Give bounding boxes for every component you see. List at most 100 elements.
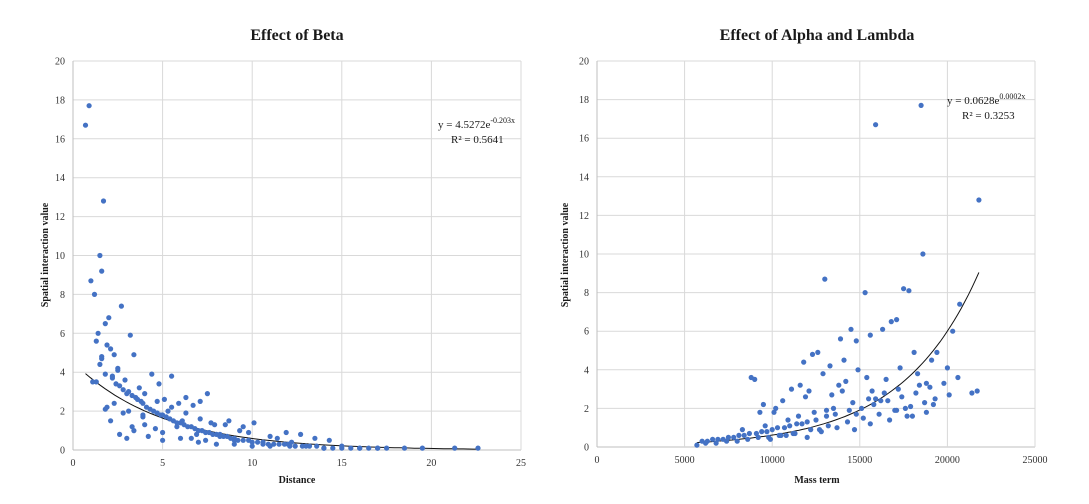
data-point <box>902 405 909 411</box>
data-point <box>739 427 746 433</box>
trendline-equation-exponent: 0.0002x <box>999 92 1025 101</box>
data-point <box>102 371 108 377</box>
y-tick-label: 0 <box>584 443 589 454</box>
y-tick-label: 18 <box>579 95 589 106</box>
data-point <box>929 357 935 363</box>
x-axis-title: Mass term <box>794 475 840 486</box>
data-point <box>210 431 216 437</box>
data-point <box>102 321 108 327</box>
data-point <box>809 351 816 357</box>
y-tick-label: 14 <box>579 172 589 183</box>
trendline-equation: y = 4.5272e-0.203x <box>438 116 515 131</box>
data-point <box>880 326 886 332</box>
x-axis-title: Distance <box>279 475 316 486</box>
data-point <box>339 443 345 449</box>
data-point <box>183 410 189 416</box>
data-point <box>237 428 243 434</box>
data-point <box>932 396 938 402</box>
data-point <box>923 380 930 386</box>
data-point <box>844 419 851 425</box>
data-point <box>848 326 854 332</box>
tick-labels: 0 2 4 6 8 10 12 14 16 18 20 0 5 10 15 20 25 <box>55 57 526 470</box>
data-point <box>799 421 805 427</box>
data-point <box>759 429 765 435</box>
chart-title: Effect of Beta <box>250 27 343 44</box>
data-point <box>944 365 951 371</box>
y-tick-label: 14 <box>55 173 65 184</box>
data-point <box>117 383 123 389</box>
data-point <box>240 424 246 430</box>
data-point <box>122 377 128 383</box>
data-point <box>330 445 336 451</box>
data-point <box>131 428 137 434</box>
data-point <box>915 371 921 377</box>
data-point <box>785 417 791 423</box>
data-point <box>851 427 858 433</box>
chart-effect-of-alpha-and-lambda: Effect of Alpha and Lambda 0 2 4 6 8 10 12 14 16… <box>560 27 1048 486</box>
data-point <box>90 379 96 385</box>
data-point <box>100 198 107 204</box>
data-point <box>734 438 740 444</box>
data-point <box>160 429 166 436</box>
data-point <box>873 396 879 402</box>
data-point <box>127 332 133 338</box>
y-tick-label: 0 <box>60 446 65 457</box>
data-point <box>820 371 826 377</box>
data-point <box>235 437 241 443</box>
data-point <box>183 394 189 401</box>
data-point <box>326 437 332 443</box>
data-point <box>197 416 203 422</box>
data-point <box>194 431 200 437</box>
data-point <box>829 392 835 398</box>
data-point <box>299 443 305 449</box>
data-point <box>906 288 912 294</box>
data-point <box>976 197 982 203</box>
data-point <box>746 430 753 437</box>
data-point <box>867 332 873 338</box>
data-point <box>149 371 155 377</box>
data-point <box>922 400 928 406</box>
trendline-equation-exponent: -0.203x <box>490 116 515 125</box>
data-point <box>837 336 844 342</box>
trendline <box>696 272 980 444</box>
data-point <box>140 400 146 406</box>
data-point <box>176 400 182 406</box>
data-point <box>811 409 817 415</box>
data-point <box>292 443 298 449</box>
data-point <box>836 382 842 388</box>
data-point <box>827 363 833 369</box>
data-point <box>102 406 108 412</box>
data-point <box>212 422 218 428</box>
data-point <box>930 401 937 408</box>
data-point <box>909 413 916 419</box>
data-point <box>384 445 390 451</box>
x-tick-label: 25 <box>516 458 526 469</box>
data-point <box>109 373 115 379</box>
data-point <box>839 388 845 394</box>
data-point <box>894 317 900 323</box>
data-point <box>475 445 481 451</box>
data-point <box>249 443 255 449</box>
data-point <box>894 407 900 413</box>
x-tick-label: 25000 <box>1023 455 1048 466</box>
data-point <box>251 420 257 426</box>
data-point <box>816 427 823 433</box>
data-point <box>760 401 767 408</box>
data-point <box>788 386 795 392</box>
y-tick-label: 2 <box>60 407 65 418</box>
y-tick-label: 20 <box>55 57 65 68</box>
y-tick-label: 10 <box>55 251 65 262</box>
tick-labels: 0 2 4 6 8 10 12 14 16 18 20 0 5000 10000 15000 20000 250… <box>579 57 1048 467</box>
data-point <box>111 400 117 406</box>
data-point <box>741 432 747 438</box>
data-point <box>855 367 861 373</box>
data-point <box>869 388 875 394</box>
data-point <box>179 418 185 424</box>
data-point <box>832 411 838 417</box>
data-point <box>117 431 123 437</box>
gridlines <box>72 60 522 451</box>
data-point <box>969 390 975 396</box>
data-point <box>190 402 196 408</box>
data-point <box>231 437 237 443</box>
data-point <box>871 401 877 408</box>
